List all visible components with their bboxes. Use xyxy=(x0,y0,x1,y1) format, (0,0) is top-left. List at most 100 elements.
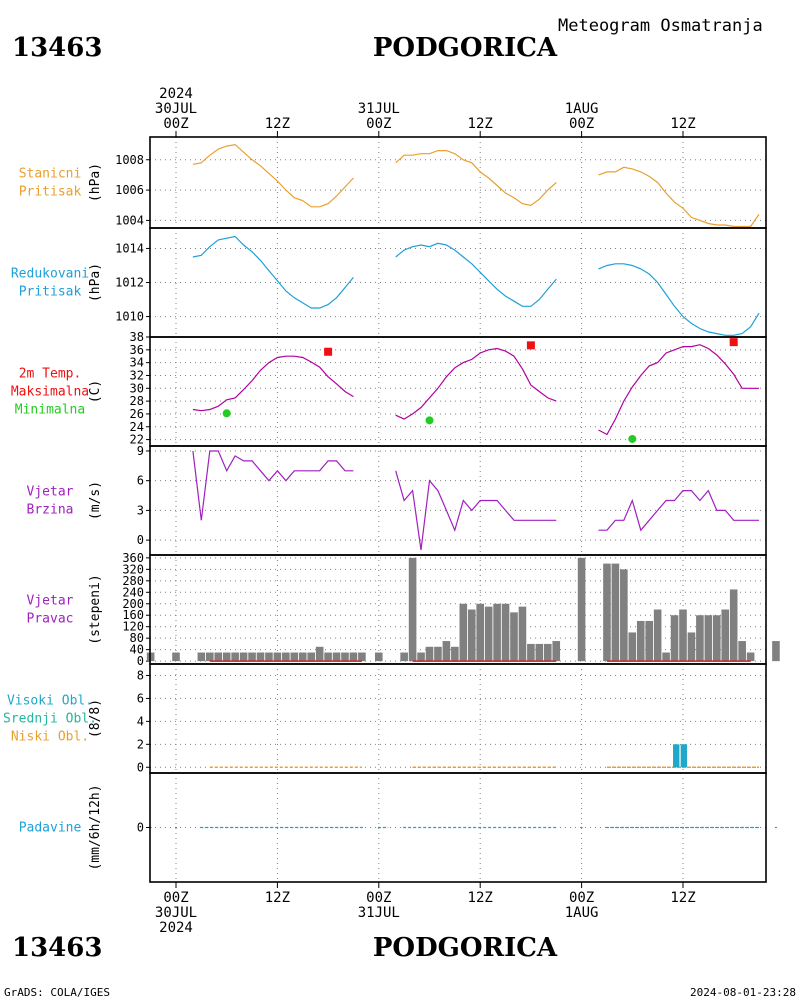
y-tick-label: 2 xyxy=(137,737,144,751)
direction-bar xyxy=(172,652,180,662)
y-tick-label: 280 xyxy=(122,574,144,588)
direction-bar xyxy=(493,603,501,662)
panel-label: Pritisak xyxy=(19,185,82,200)
direction-bar xyxy=(670,615,679,662)
panel-label: Vjetar xyxy=(27,485,74,500)
direction-bar xyxy=(324,652,332,662)
y-tick-label: 4 xyxy=(137,714,144,728)
y-tick-label: 0 xyxy=(137,821,144,835)
y-tick-label: 40 xyxy=(130,643,144,657)
y-tick-label: 28 xyxy=(130,394,144,408)
panel-label: Vjetar xyxy=(27,594,74,609)
time-tick-label: 00Z xyxy=(163,890,188,906)
direction-bar xyxy=(256,652,265,662)
direction-bar xyxy=(214,652,223,662)
direction-bar xyxy=(341,652,349,662)
credit-label: GrADS: COLA/IGES xyxy=(4,986,110,999)
direction-bar xyxy=(746,652,755,662)
direction-bar xyxy=(535,643,544,662)
direction-bar xyxy=(603,563,611,662)
direction-bar xyxy=(206,652,214,662)
y-tick-label: 120 xyxy=(122,620,144,634)
direction-bar xyxy=(222,652,231,662)
direction-bar xyxy=(273,652,282,662)
direction-bar xyxy=(510,612,518,662)
direction-bar xyxy=(375,652,383,662)
y-tick-label: 32 xyxy=(130,368,144,382)
panel-label: Brzina xyxy=(27,503,74,518)
time-tick-label: 1AUG xyxy=(565,101,599,117)
panel-label: Redukovani xyxy=(11,267,89,282)
y-axis-label: (mm/6h/12h) xyxy=(88,784,103,870)
y-axis-label: (stepeni) xyxy=(88,574,103,644)
time-tick-label: 30JUL xyxy=(155,101,197,117)
direction-bar xyxy=(704,615,713,662)
series-line xyxy=(395,470,557,551)
station-name-top: PODGORICA xyxy=(373,33,558,63)
y-tick-label: 1012 xyxy=(115,276,144,290)
station-id-bottom: 13463 xyxy=(12,933,102,963)
direction-bar xyxy=(679,609,687,662)
series-line xyxy=(192,235,354,309)
min-temp-marker xyxy=(425,416,434,425)
time-tick-label: 00Z xyxy=(163,116,188,132)
series-line xyxy=(192,355,354,412)
y-tick-label: 38 xyxy=(130,330,144,344)
time-tick-label: 1AUG xyxy=(565,905,599,921)
time-tick-label: 00Z xyxy=(569,116,594,132)
direction-bar xyxy=(442,641,451,662)
panel-reduced-pressure: 1010 1012 1014 (hPa)Redukovani Pritisak xyxy=(11,227,767,338)
panel-label: Niski Obl. xyxy=(11,730,89,745)
y-tick-label: 34 xyxy=(130,356,144,370)
station-name-bottom: PODGORICA xyxy=(373,933,558,963)
panel-label: Pravac xyxy=(27,612,74,627)
panel-clouds: 0 2 4 6 8 (8/8)Visoki Obl. Srednji Obl. Niski O… xyxy=(3,663,767,774)
direction-bar xyxy=(645,620,653,662)
time-tick-label: 00Z xyxy=(366,116,391,132)
direction-bar xyxy=(501,603,510,662)
time-tick-label: 12Z xyxy=(468,890,493,906)
direction-bar xyxy=(298,652,307,662)
time-tick-label: 2024 xyxy=(159,920,193,936)
max-temp-marker xyxy=(526,341,535,350)
series-line xyxy=(395,242,557,307)
y-tick-label: 1010 xyxy=(115,310,144,324)
y-tick-label: 360 xyxy=(122,551,144,565)
y-axis-label: (hPa) xyxy=(88,163,103,202)
direction-bar xyxy=(358,652,366,662)
direction-bar xyxy=(696,615,704,662)
y-tick-label: 6 xyxy=(137,474,144,488)
direction-bar xyxy=(687,632,696,662)
panel-label: Visoki Obl. xyxy=(7,694,93,709)
direction-bar xyxy=(544,643,552,662)
direction-bar xyxy=(349,652,358,662)
direction-bar xyxy=(408,557,417,662)
max-temp-marker xyxy=(324,347,333,356)
timestamp-label: 2024-08-01-23:28 xyxy=(690,986,796,999)
direction-bar xyxy=(239,652,248,662)
time-tick-label: 12Z xyxy=(265,116,290,132)
time-tick-label: 30JUL xyxy=(155,905,197,921)
panels: 100410061008(hPa)StanicniPritisak1010101… xyxy=(3,136,780,883)
panel-station-pressure: 1004 1006 1008 (hPa) Stanicni Pritisak xyxy=(19,136,767,229)
direction-bar xyxy=(527,643,535,662)
panel-label: Stanicni xyxy=(19,167,82,182)
y-tick-label: 200 xyxy=(122,597,144,611)
y-tick-label: 320 xyxy=(122,562,144,576)
direction-bar xyxy=(484,606,493,662)
time-tick-label: 12Z xyxy=(670,890,695,906)
y-axis-label: (C) xyxy=(88,380,103,403)
direction-bar xyxy=(282,652,290,662)
direction-bar xyxy=(307,652,315,662)
direction-bar xyxy=(518,606,527,662)
series-line xyxy=(395,150,557,206)
y-tick-label: 1006 xyxy=(115,183,144,197)
series-line xyxy=(395,347,557,420)
direction-bar xyxy=(721,609,730,662)
y-tick-label: 240 xyxy=(122,585,144,599)
direction-bar xyxy=(772,641,780,662)
cloud-bar xyxy=(673,744,680,768)
